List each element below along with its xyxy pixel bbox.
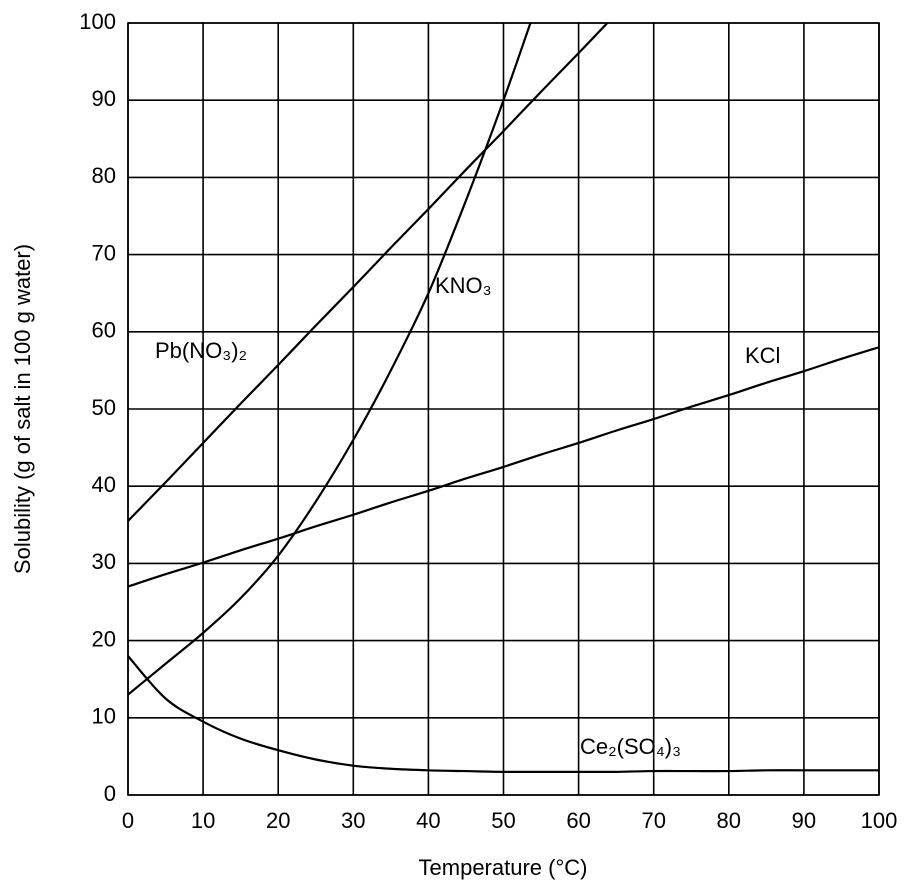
x-tick-label: 10 xyxy=(191,808,215,833)
y-tick-label: 30 xyxy=(92,549,116,574)
y-tick-label: 100 xyxy=(79,9,116,34)
x-tick-label: 100 xyxy=(861,808,898,833)
y-axis-label: Solubility (g of salt in 100 g water) xyxy=(10,244,35,574)
series-label: Pb(NO₃)₂ xyxy=(155,338,247,363)
x-tick-label: 0 xyxy=(122,808,134,833)
series-label: Ce₂(SO₄)₃ xyxy=(580,734,681,759)
plot-border xyxy=(127,22,880,796)
curve xyxy=(128,655,879,773)
y-tick-label: 40 xyxy=(92,472,116,497)
x-tick-label: 50 xyxy=(491,808,515,833)
x-tick-label: 90 xyxy=(792,808,816,833)
y-tick-label: 80 xyxy=(92,163,116,188)
plot-area xyxy=(128,23,879,773)
y-tick-label: 0 xyxy=(104,781,116,806)
y-tick-label: 10 xyxy=(92,704,116,729)
series-label: KCl xyxy=(745,343,780,368)
y-tick-label: 50 xyxy=(92,395,116,420)
y-tick-label: 70 xyxy=(92,240,116,265)
x-tick-label: 30 xyxy=(341,808,365,833)
x-tick-label: 70 xyxy=(641,808,665,833)
y-tick-label: 60 xyxy=(92,318,116,343)
y-tick-label: 90 xyxy=(92,86,116,111)
x-tick-label: 60 xyxy=(566,808,590,833)
curve xyxy=(128,23,609,522)
x-tick-label: 80 xyxy=(717,808,741,833)
y-tick-label: 20 xyxy=(92,626,116,651)
x-tick-label: 20 xyxy=(266,808,290,833)
x-axis-label: Temperature (°C) xyxy=(419,855,588,880)
x-tick-label: 40 xyxy=(416,808,440,833)
curve xyxy=(128,346,879,588)
curve xyxy=(128,23,532,696)
series-label: KNO₃ xyxy=(435,273,492,298)
